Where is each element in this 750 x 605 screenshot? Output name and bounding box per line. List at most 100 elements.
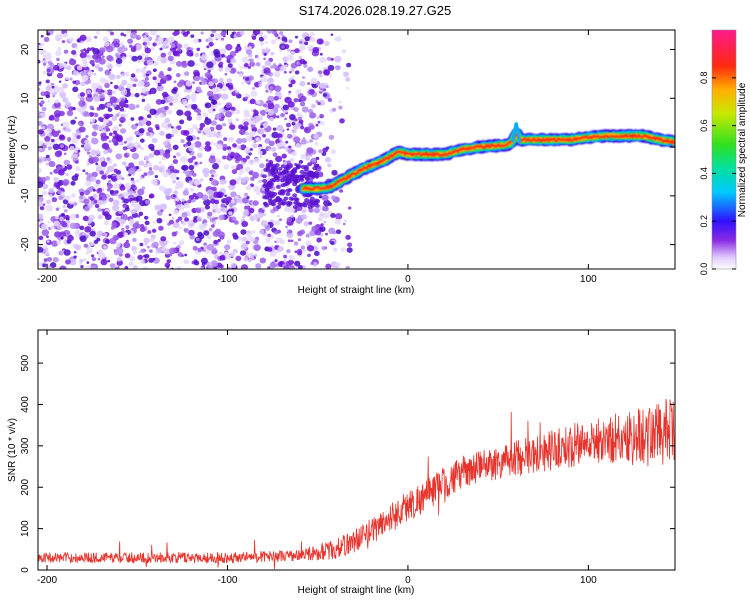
- noise-speck: [40, 91, 46, 97]
- noise-speck: [211, 152, 215, 156]
- noise-speck: [130, 73, 136, 78]
- noise-speck: [181, 211, 188, 218]
- noise-speck: [338, 105, 343, 110]
- noise-speck: [83, 48, 87, 51]
- colorbar-tick-label: 0.0: [699, 263, 709, 276]
- noise-speck: [162, 171, 169, 178]
- noise-speck: [263, 53, 267, 56]
- noise-speck: [107, 64, 113, 70]
- noise-speck: [210, 260, 219, 267]
- noise-speck: [267, 180, 273, 185]
- noise-speck: [287, 133, 293, 139]
- noise-speck: [161, 241, 167, 246]
- noise-speck: [325, 84, 329, 89]
- noise-speck: [109, 190, 114, 194]
- noise-speck: [301, 76, 306, 80]
- noise-speck: [182, 130, 190, 136]
- noise-speck: [91, 171, 98, 178]
- noise-speck: [186, 115, 193, 121]
- noise-speck: [207, 211, 213, 217]
- noise-speck: [123, 113, 128, 118]
- noise-speck: [62, 62, 67, 66]
- noise-speck: [176, 81, 183, 88]
- noise-speck: [218, 108, 224, 113]
- noise-speck: [44, 136, 51, 142]
- noise-speck: [144, 220, 150, 226]
- noise-speck: [52, 256, 59, 263]
- noise-speck: [131, 180, 136, 185]
- noise-speck: [312, 172, 318, 177]
- noise-speck: [138, 160, 145, 166]
- noise-speck: [168, 213, 172, 217]
- noise-speck: [208, 227, 213, 232]
- noise-speck: [137, 80, 145, 88]
- noise-speck: [77, 149, 81, 153]
- noise-speck: [327, 163, 332, 168]
- noise-speck: [285, 260, 292, 267]
- noise-speck: [267, 196, 273, 201]
- noise-speck: [38, 147, 42, 151]
- noise-speck: [123, 198, 130, 204]
- noise-speck: [130, 208, 137, 215]
- noise-speck: [165, 195, 171, 201]
- noise-speck: [290, 68, 295, 73]
- noise-speck: [300, 153, 307, 160]
- noise-speck: [112, 204, 120, 212]
- noise-speck: [78, 126, 86, 133]
- noise-speck: [259, 163, 265, 169]
- noise-speck: [207, 107, 215, 114]
- noise-speck: [158, 185, 166, 192]
- noise-speck: [194, 52, 200, 58]
- noise-speck: [270, 146, 277, 152]
- noise-speck: [46, 68, 51, 73]
- noise-speck: [245, 185, 252, 191]
- noise-speck: [239, 30, 245, 36]
- noise-speck: [188, 229, 195, 236]
- noise-speck: [87, 70, 94, 77]
- noise-speck: [121, 45, 125, 48]
- noise-speck: [178, 226, 182, 230]
- noise-speck: [319, 121, 325, 126]
- noise-speck: [134, 78, 138, 82]
- noise-speck: [257, 128, 265, 135]
- noise-speck: [242, 215, 246, 219]
- noise-speck: [251, 230, 256, 234]
- noise-speck: [222, 155, 227, 160]
- noise-speck: [179, 119, 185, 125]
- noise-speck: [242, 158, 247, 163]
- noise-speck: [223, 180, 228, 184]
- noise-speck: [211, 203, 219, 210]
- noise-speck: [83, 69, 87, 73]
- noise-speck: [163, 248, 171, 255]
- noise-speck: [145, 91, 149, 95]
- noise-speck: [46, 256, 53, 262]
- noise-speck: [181, 220, 187, 226]
- noise-speck: [173, 92, 180, 99]
- noise-speck: [235, 154, 243, 162]
- noise-speck: [339, 189, 344, 193]
- noise-speck: [274, 259, 278, 263]
- noise-speck: [102, 118, 110, 124]
- noise-speck: [120, 218, 126, 225]
- noise-speck: [47, 220, 51, 224]
- noise-speck: [279, 31, 284, 35]
- noise-speck: [288, 39, 293, 44]
- noise-speck: [195, 237, 200, 242]
- noise-speck: [279, 137, 283, 141]
- noise-speck: [290, 50, 296, 56]
- noise-speck: [259, 257, 267, 264]
- noise-speck: [141, 53, 145, 57]
- noise-speck: [105, 45, 114, 53]
- noise-speck: [342, 71, 349, 77]
- noise-speck: [115, 242, 121, 248]
- noise-speck: [245, 230, 253, 237]
- noise-speck: [119, 107, 125, 112]
- noise-speck: [162, 140, 169, 146]
- noise-speck: [249, 98, 256, 105]
- noise-speck: [198, 218, 202, 222]
- noise-speck: [141, 70, 146, 75]
- noise-speck: [131, 152, 140, 160]
- noise-speck: [38, 115, 42, 119]
- noise-speck: [125, 239, 129, 243]
- noise-speck: [101, 174, 107, 180]
